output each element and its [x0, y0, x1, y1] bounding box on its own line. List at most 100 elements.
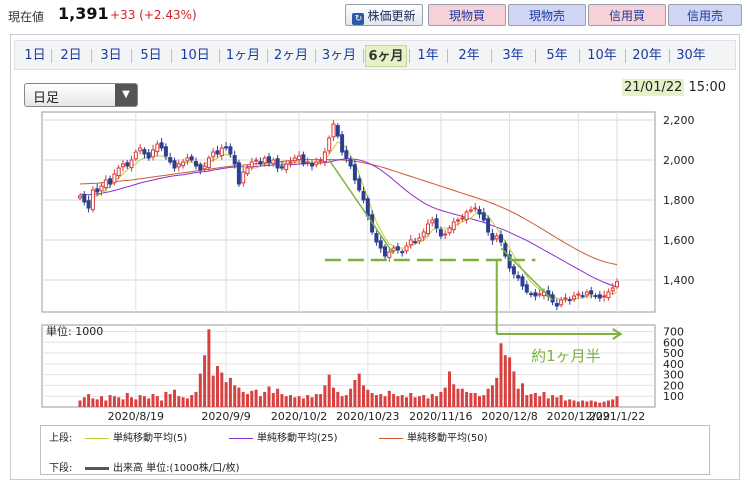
volume-bar: [91, 398, 95, 407]
period-tab[interactable]: 2年: [458, 48, 480, 63]
period-tab[interactable]: 1年: [417, 48, 439, 63]
period-tab[interactable]: 3年: [502, 48, 524, 63]
candle-body: [142, 149, 147, 155]
candle-body: [563, 297, 568, 300]
volume-bar: [615, 396, 619, 407]
volume-tick-label: 700: [663, 325, 684, 338]
candle-body: [426, 223, 430, 235]
volume-bar: [499, 343, 503, 407]
candle-body: [486, 218, 491, 233]
x-tick-label: 2021/1/22: [589, 410, 645, 423]
x-tick-label: 2020/10/23: [336, 410, 399, 423]
candle-body: [559, 299, 564, 306]
price-change: +33 (+2.43%): [110, 8, 197, 22]
volume-bar: [323, 385, 327, 407]
price-tick-label: 2,200: [663, 114, 695, 127]
volume-bar: [254, 389, 258, 407]
volume-bar: [284, 396, 288, 407]
period-tab[interactable]: 6ヶ月: [365, 45, 407, 67]
candle-body: [335, 125, 340, 137]
legend-upper-label: 上段:: [49, 433, 73, 444]
x-tick-label: 2020/10/2: [271, 410, 327, 423]
period-tab[interactable]: 2日: [60, 48, 82, 63]
candle-body: [572, 295, 576, 300]
volume-bar: [456, 388, 460, 407]
volume-bar: [203, 355, 207, 407]
period-tab[interactable]: 3ヶ月: [321, 48, 357, 63]
period-tab[interactable]: 3日: [100, 48, 122, 63]
margin-sell-button[interactable]: 信用売: [668, 4, 742, 26]
volume-bar: [301, 398, 305, 407]
volume-bar: [344, 395, 348, 407]
volume-bar: [353, 380, 357, 407]
candle-body: [430, 219, 435, 224]
chart-date: 21/01/22: [622, 79, 685, 96]
candle-body: [352, 164, 357, 181]
period-tab[interactable]: 10日: [180, 48, 210, 63]
volume-bar: [332, 387, 335, 407]
period-tab[interactable]: 5年: [546, 48, 568, 63]
legend-volume-label: 出来高 単位:(1000株/口/枚): [113, 463, 240, 474]
period-tab[interactable]: 1ヶ月: [225, 48, 261, 63]
candle-body: [460, 217, 465, 220]
candle-body: [395, 246, 400, 251]
volume-bar: [121, 399, 125, 407]
volume-bar: [258, 396, 262, 407]
candle-body: [404, 245, 409, 252]
period-tab[interactable]: 1日: [24, 48, 46, 63]
volume-bar: [430, 394, 434, 407]
spot-sell-button[interactable]: 現物売: [508, 4, 586, 26]
volume-bar: [490, 385, 494, 407]
candle-body: [464, 211, 469, 221]
volume-bar: [460, 388, 464, 407]
annotation-trend-line-1: [328, 159, 395, 255]
volume-bar: [310, 397, 314, 407]
candle-body: [301, 154, 306, 165]
candle-body: [576, 293, 581, 296]
volume-bar: [194, 391, 198, 407]
volume-bar: [95, 399, 99, 407]
tab-separator: [315, 49, 316, 63]
margin-buy-button[interactable]: 信用買: [588, 4, 666, 26]
candle-body: [168, 157, 173, 163]
period-tab[interactable]: 2ヶ月: [273, 48, 309, 63]
candle-body: [318, 159, 323, 162]
annotation-trend-line-2: [500, 247, 554, 301]
period-tab[interactable]: 20年: [632, 48, 662, 63]
candle-body: [494, 235, 499, 240]
candle-body: [163, 146, 168, 157]
volume-bar: [125, 393, 129, 407]
volume-plot-frame: [41, 324, 656, 408]
refresh-icon: ↻: [352, 13, 365, 25]
volume-bar: [538, 396, 542, 407]
candle-interval-select[interactable]: 日足 ▼: [24, 83, 138, 107]
candle-body: [125, 162, 130, 167]
tab-separator: [363, 49, 364, 63]
candle-body: [112, 173, 117, 184]
period-tab[interactable]: 30年: [676, 48, 706, 63]
volume-bar: [392, 394, 396, 407]
volume-bar: [435, 396, 439, 407]
volume-tick-label: 500: [663, 347, 684, 360]
candle-body: [361, 191, 366, 201]
candle-body: [408, 239, 413, 246]
volume-bar: [387, 390, 391, 407]
period-tab[interactable]: 10年: [587, 48, 617, 63]
refresh-quote-button[interactable]: ↻ 株価更新: [345, 4, 423, 26]
candle-body: [387, 251, 392, 259]
volume-bar: [563, 400, 567, 407]
tab-separator: [669, 49, 670, 63]
tab-separator: [409, 49, 410, 63]
volume-bar: [465, 391, 469, 407]
tab-separator: [171, 49, 172, 63]
tab-separator: [51, 49, 52, 63]
spot-buy-button[interactable]: 現物買: [428, 4, 506, 26]
tab-separator: [267, 49, 268, 63]
candle-body: [383, 246, 387, 257]
volume-bar: [293, 397, 297, 407]
candle-body: [481, 212, 486, 221]
volume-bar: [473, 393, 477, 407]
volume-bar: [409, 393, 413, 407]
period-tab[interactable]: 5日: [140, 48, 162, 63]
volume-bar: [164, 391, 168, 407]
